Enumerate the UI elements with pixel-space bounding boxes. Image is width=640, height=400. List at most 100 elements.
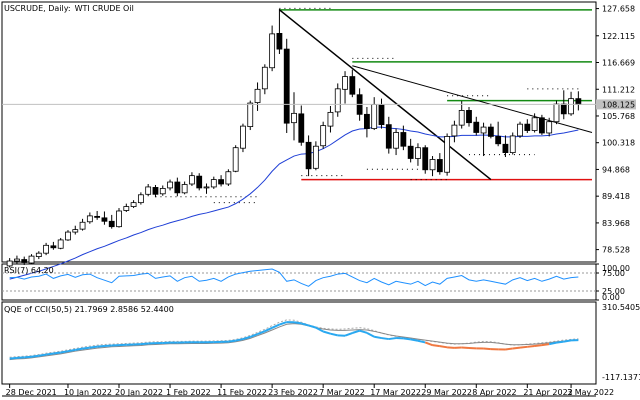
candle-body (320, 125, 327, 147)
candle-body (546, 121, 553, 134)
qqe-fast-segment (344, 332, 353, 337)
qqe-fast-segment (45, 352, 54, 356)
candle-body (385, 124, 392, 149)
candle-body (57, 239, 64, 249)
qqe-fast-segment (308, 324, 317, 329)
qqe-fast-segment (257, 330, 266, 335)
qqe-lines (9, 319, 579, 361)
candle-body (254, 88, 261, 103)
price-tick-label: 111.212 (602, 85, 635, 94)
qqe-fast-segment (67, 348, 76, 353)
qqe-fast-segment (519, 345, 528, 349)
candles (6, 8, 582, 268)
candle-body (553, 103, 560, 123)
candle-body (43, 244, 50, 254)
candle-body (152, 187, 159, 195)
qqe-fast-segment (315, 326, 324, 333)
candle-body (101, 217, 108, 222)
candle-body (283, 48, 290, 124)
panel-frame (1, 263, 597, 301)
candle-body (181, 184, 188, 194)
candle-body (50, 245, 57, 249)
qqe-fast-segment (24, 355, 32, 359)
qqe-fast-segment (330, 332, 338, 337)
qqe-fast-segment (352, 329, 360, 334)
candle-body (167, 181, 173, 189)
rsi-tick-label: 0.00 (602, 293, 620, 302)
candle-body (196, 175, 203, 189)
date-tick-label: 1 Feb 2022 (166, 388, 211, 397)
qqe-fast-segment (89, 345, 98, 349)
candle-body (261, 66, 268, 90)
panel-frame (1, 1, 597, 263)
price-axis: 127.658 122.115 116.669 111.212 105.768 100.3… (2, 5, 636, 255)
qqe-fast-segment (505, 347, 513, 351)
current-price-tag (596, 99, 636, 110)
qqe-fast-segment (527, 344, 535, 348)
price-tick-label: 89.418 (602, 192, 630, 201)
rsi-tick-label: 100.00 (602, 264, 630, 273)
date-tick-label: 20 Jan 2022 (115, 388, 163, 397)
qqe-panel: 310.5405 -117.1371 QQE of CCI(50,5) 21.79… (4, 303, 640, 382)
qqe-fast-segment (104, 344, 112, 347)
candle-body (116, 210, 122, 228)
price-tick-label: 122.115 (602, 32, 635, 41)
qqe-fast-segment (293, 321, 302, 325)
rsi-line (9, 268, 579, 287)
candle-body (189, 175, 195, 185)
qqe-fast-segment (322, 330, 331, 335)
candle-body (145, 186, 152, 195)
qqe-fast-segment (548, 341, 557, 346)
date-tick-label: 28 Dec 2021 (6, 388, 57, 397)
candle-body (422, 147, 429, 171)
date-tick-label: 8 Apr 2022 (472, 388, 516, 397)
qqe-fast-segment (417, 339, 426, 344)
qqe-fast-segment (541, 343, 550, 347)
candle-body (429, 159, 436, 171)
date-tick-label: 17 Mar 2022 (370, 388, 421, 397)
candle-body (247, 102, 254, 128)
chart-symbol: USCRUDE, Daily: WTI CRUDE Oil (4, 4, 134, 13)
candle-body (364, 113, 370, 129)
qqe-fast-segment (447, 346, 455, 349)
qqe-fast-segment (439, 345, 448, 349)
candle-body (517, 123, 523, 137)
qqe-slow-dashed (9, 319, 579, 358)
price-panel: 127.658 122.115 116.669 111.212 105.768 100.3… (2, 4, 636, 280)
candle-body (72, 229, 79, 233)
qqe-fast-segment (403, 337, 411, 341)
candle-body (378, 104, 385, 126)
current-price-label: 108.125 (602, 100, 635, 109)
qqe-fast-segment (424, 341, 433, 347)
candle-body (466, 110, 472, 124)
candle-body (334, 88, 341, 113)
candle-body (407, 145, 414, 159)
price-tick-label: 105.768 (602, 112, 635, 121)
candle-body (342, 76, 348, 90)
qqe-fast-segment (359, 329, 368, 334)
candle-body (400, 132, 407, 147)
panel-frames (1, 1, 597, 397)
candle-body (538, 117, 545, 134)
candle-body (240, 125, 246, 149)
qqe-fast-segment (249, 333, 258, 338)
candle-body (568, 98, 574, 115)
candle-body (436, 159, 443, 173)
candle-body (94, 215, 101, 218)
candle-body (393, 132, 399, 149)
qqe-fast-segment (483, 347, 491, 351)
candle-body (21, 259, 28, 263)
qqe-fast-segment (432, 344, 440, 348)
qqe-fast-segment (279, 321, 288, 326)
candle-body (137, 194, 144, 204)
qqe-fast-segment (97, 344, 105, 348)
candle-body (291, 112, 297, 124)
rsi-tick-label: 25.00 (602, 287, 625, 296)
candle-body (35, 252, 42, 258)
downtrend-line (278, 9, 492, 181)
candle-body (458, 110, 465, 126)
qqe-fast-segment (534, 344, 543, 347)
candle-body (444, 136, 451, 173)
